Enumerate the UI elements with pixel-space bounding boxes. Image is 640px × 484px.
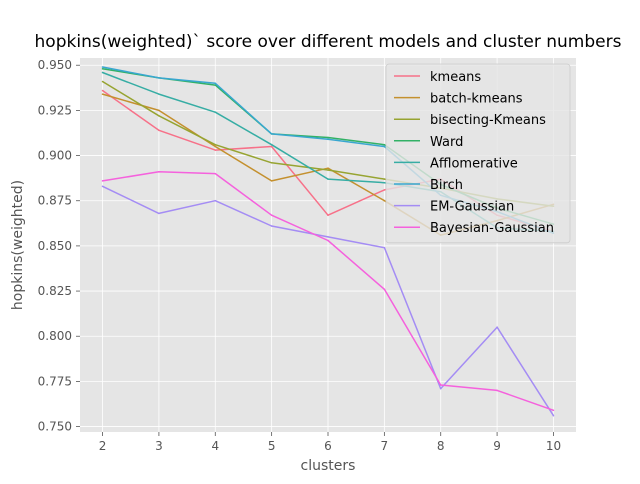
legend-label: kmeans [430, 70, 481, 85]
y-tick-label: 0.800 [38, 329, 72, 343]
data-point [101, 71, 104, 74]
data-point [158, 115, 160, 117]
data-point [552, 409, 555, 412]
data-point [383, 145, 386, 148]
data-point [214, 199, 217, 202]
data-point [158, 212, 160, 215]
data-point [214, 172, 217, 175]
x-tick-label: 2 [99, 439, 107, 453]
axis-ticks: 2 3 4 5 6 7 8 9 10 0.750 0.775 0.800 0.825 0.850 0.875… [38, 58, 561, 453]
data-point [439, 387, 442, 390]
legend-label: Ward [430, 135, 463, 150]
data-point [270, 180, 273, 182]
y-tick-label: 0.950 [38, 58, 72, 72]
data-point [101, 180, 104, 182]
chart-title: hopkins(weighted)` score over different … [35, 32, 622, 52]
data-point [214, 143, 217, 146]
x-tick-label: 7 [381, 439, 389, 453]
data-point [270, 133, 273, 135]
data-point [214, 82, 217, 85]
data-point [214, 111, 217, 114]
legend: kmeans batch-kmeans bisecting-Kmeans Ward Af… [385, 63, 571, 244]
data-point [270, 145, 273, 148]
data-point [327, 214, 329, 216]
data-point [327, 178, 329, 180]
x-tick-label: 3 [155, 439, 163, 453]
legend-label: Afflomerative [430, 156, 518, 171]
data-point [327, 169, 329, 171]
data-point [214, 145, 217, 148]
data-point [496, 326, 498, 329]
data-point [383, 178, 386, 180]
y-tick-label: 0.750 [38, 420, 72, 434]
data-point [383, 189, 386, 191]
data-point [383, 181, 386, 184]
data-point [158, 129, 160, 132]
x-tick-label: 9 [493, 439, 501, 453]
x-tick-label: 5 [268, 439, 276, 453]
y-tick-label: 0.900 [38, 149, 72, 163]
legend-label: batch-kmeans [430, 92, 523, 107]
data-point [552, 414, 555, 417]
data-point [270, 143, 273, 146]
data-point [270, 225, 273, 227]
data-point [383, 143, 386, 146]
data-point [101, 66, 104, 68]
legend-box [385, 63, 571, 244]
x-tick-label: 4 [211, 439, 219, 453]
data-point [270, 214, 273, 216]
x-axis-label: clusters [301, 458, 356, 474]
data-point [158, 109, 160, 112]
data-point [158, 77, 160, 79]
legend-label: Bayesian-Gaussian [430, 221, 554, 236]
y-tick-label: 0.925 [38, 103, 72, 117]
legend-label: Birch [430, 178, 463, 193]
data-point [439, 384, 442, 386]
data-point [496, 389, 498, 392]
data-point [327, 236, 329, 238]
data-point [327, 136, 329, 139]
data-point [383, 288, 386, 291]
data-point [101, 185, 104, 188]
y-axis-label: hopkins(weighted) [10, 180, 26, 310]
x-tick-label: 10 [546, 439, 561, 453]
data-point [327, 239, 329, 242]
data-point [270, 161, 273, 164]
y-tick-label: 0.775 [38, 374, 72, 388]
data-point [327, 167, 329, 170]
data-point [214, 84, 217, 86]
data-point [101, 93, 104, 95]
data-point [101, 80, 104, 83]
data-point [101, 68, 104, 70]
data-point [383, 246, 386, 249]
data-point [158, 93, 160, 95]
y-tick-label: 0.875 [38, 194, 72, 208]
data-point [101, 89, 104, 92]
data-point [327, 138, 329, 141]
y-tick-label: 0.825 [38, 284, 72, 298]
data-point [158, 171, 160, 173]
data-point [383, 199, 386, 202]
x-tick-label: 6 [324, 439, 332, 453]
legend-label: EM-Gaussian [430, 200, 514, 215]
legend-label: bisecting-Kmeans [430, 113, 546, 128]
x-tick-label: 8 [437, 439, 445, 453]
data-point [214, 149, 217, 151]
y-tick-label: 0.850 [38, 239, 72, 253]
